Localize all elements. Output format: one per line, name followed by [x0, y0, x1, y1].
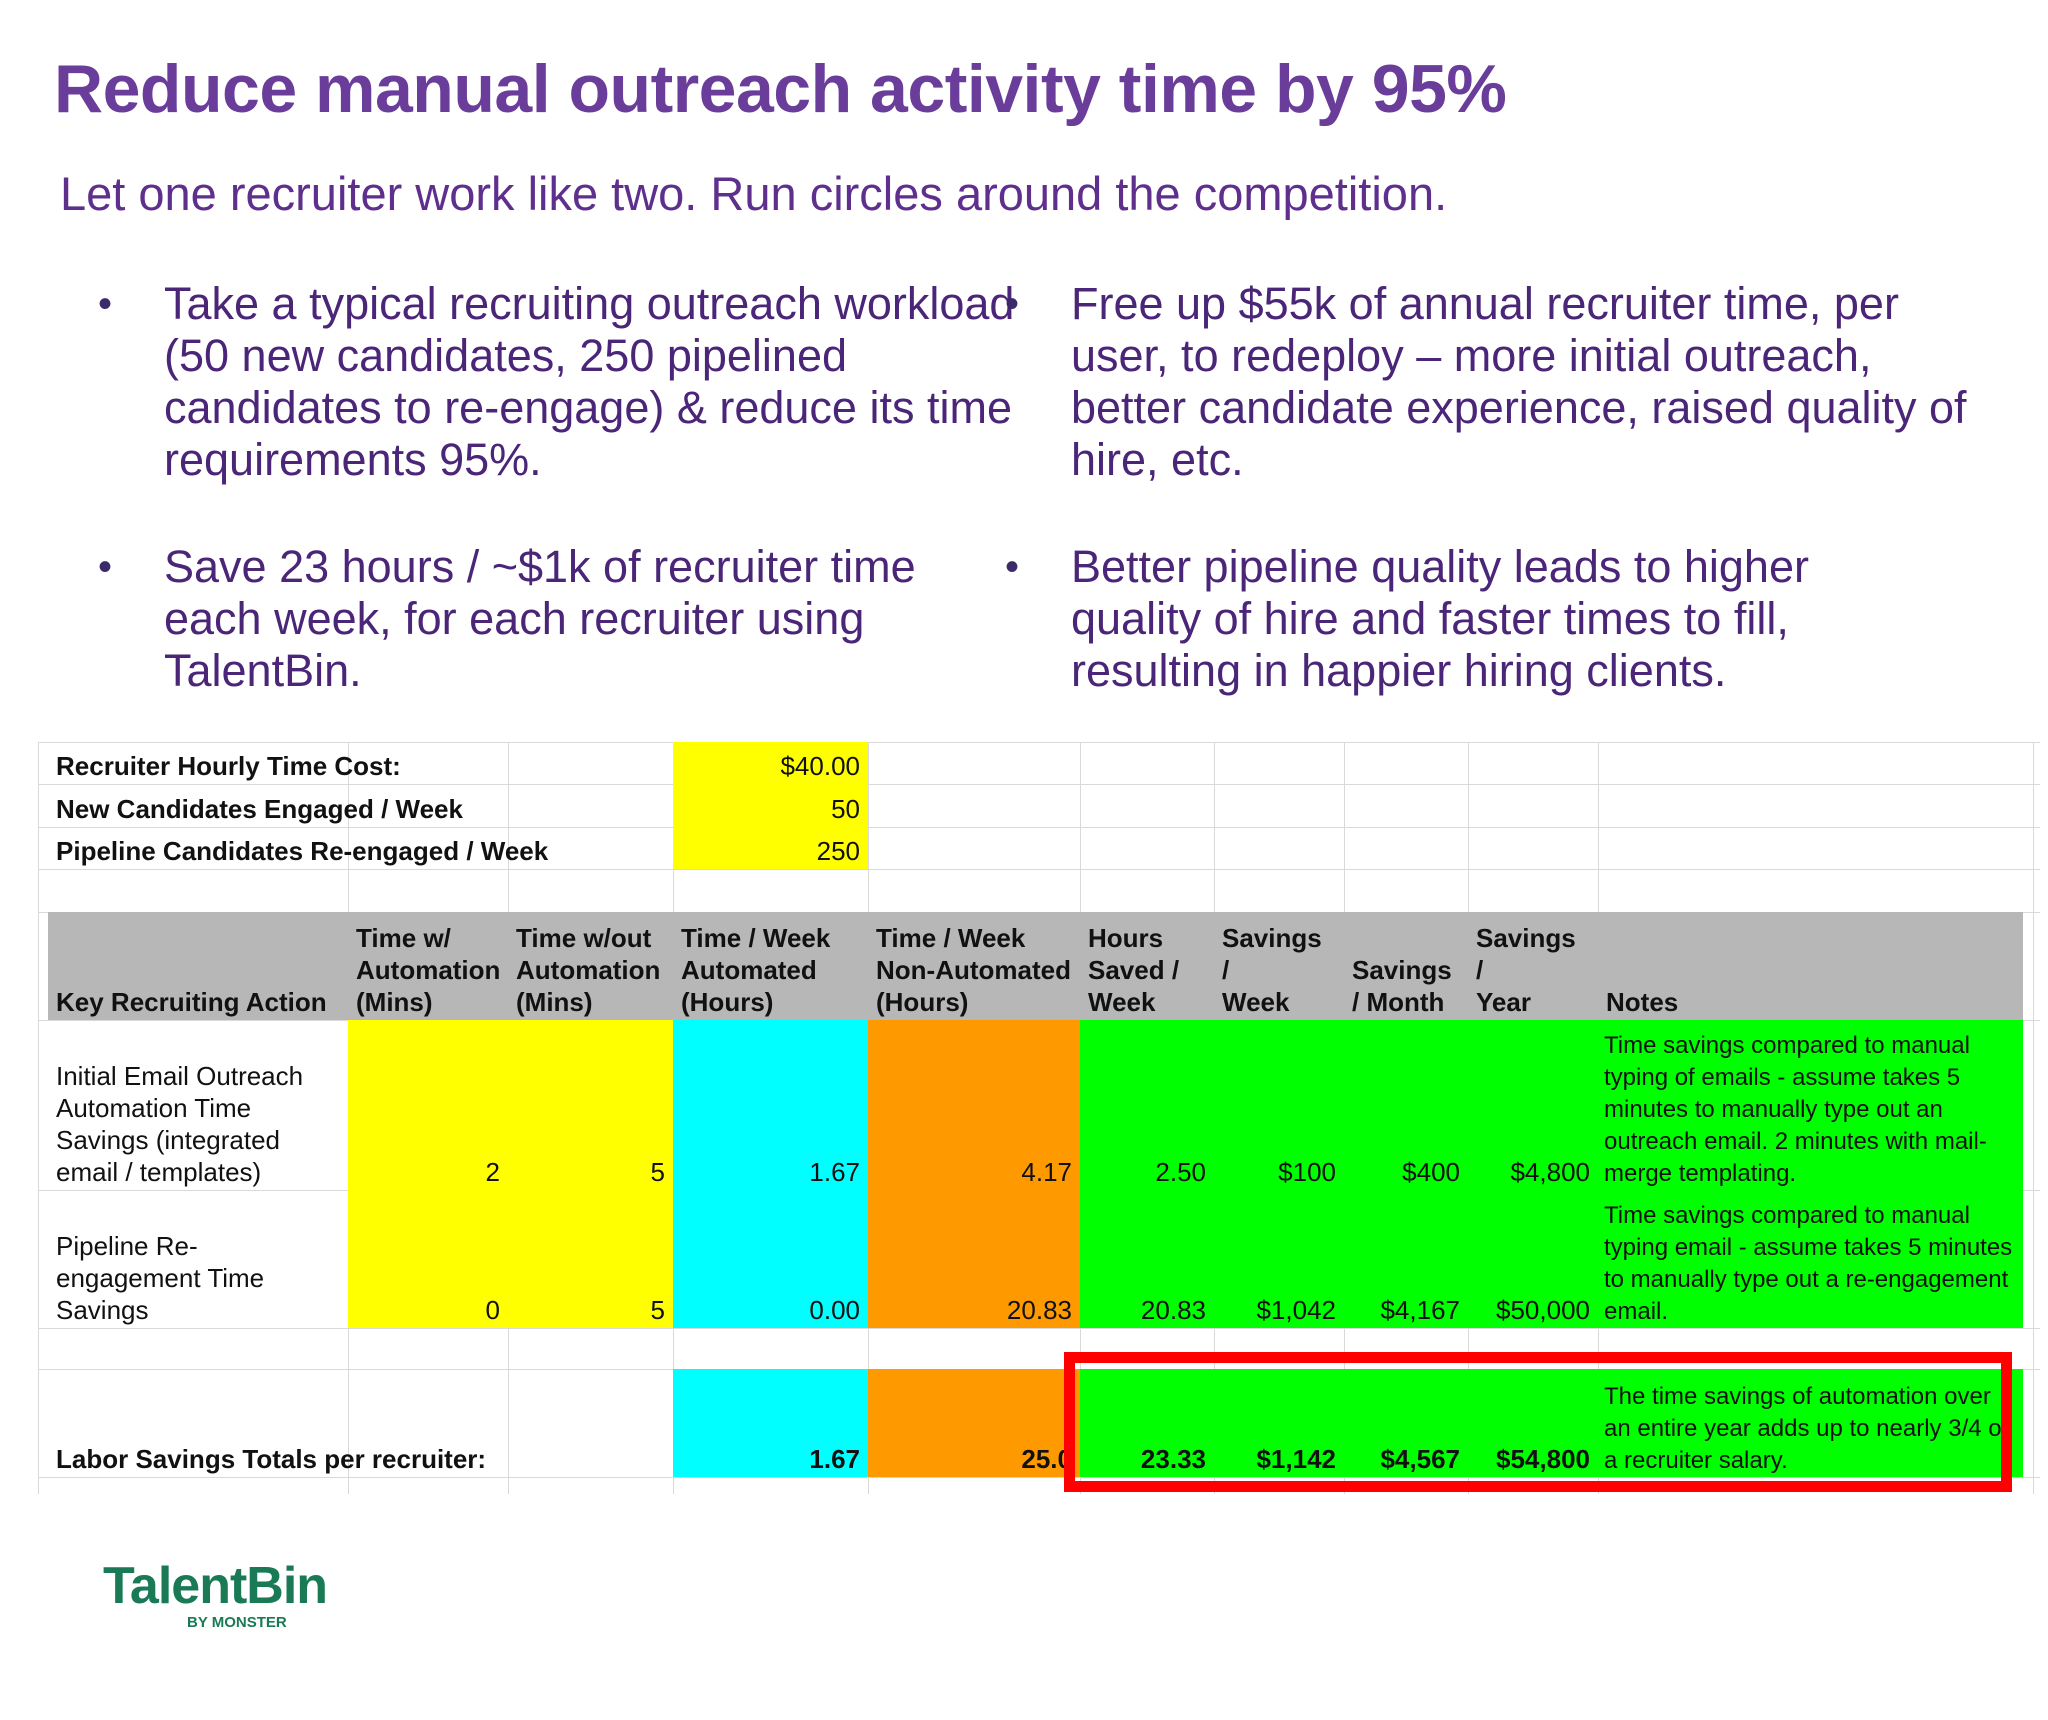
cell-time-without-automation: 5: [508, 1020, 673, 1190]
header-savings-month: Savings / Month: [1344, 912, 1468, 1020]
totals-highlight-box: [1064, 1352, 2012, 1492]
bullet-item: • Better pipeline quality leads to highe…: [1071, 541, 1931, 697]
header-time-with-automation: Time w/Automation (Mins): [348, 912, 508, 1020]
total-week-automated: 1.67: [673, 1369, 868, 1477]
logo-brand-text: TalentBin: [103, 1556, 327, 1616]
logo-sub-text: BY MONSTER: [187, 1614, 287, 1631]
slide-title: Reduce manual outreach activity time by …: [54, 50, 1506, 128]
cell-hours-saved: 20.83: [1080, 1190, 1214, 1328]
bullet-text: Take a typical recruiting outreach workl…: [164, 278, 1054, 486]
header-week-non-automated: Time / Week Non-Automated (Hours): [868, 912, 1080, 1020]
bullet-text: Better pipeline quality leads to higher …: [1071, 541, 1931, 697]
cell-hours-saved: 2.50: [1080, 1020, 1214, 1190]
cell-savings-week: $100: [1214, 1020, 1344, 1190]
cell-notes: Time savings compared to manual typing e…: [1598, 1190, 2023, 1328]
input-value: $40.00: [673, 742, 868, 784]
header-notes: Notes: [1598, 912, 2023, 1020]
cell-time-with-automation: 0: [348, 1190, 508, 1328]
cell-savings-month: $4,167: [1344, 1190, 1468, 1328]
input-label: New Candidates Engaged / Week: [48, 784, 668, 827]
input-value: 250: [673, 827, 868, 869]
bullet-dot-icon: •: [1005, 541, 1019, 593]
row-action-label: Initial Email Outreach Automation Time S…: [48, 1020, 348, 1190]
input-label: Pipeline Candidates Re-engaged / Week: [48, 827, 668, 869]
header-savings-week: Savings / Week: [1214, 912, 1344, 1020]
total-week-non-automated: 25.0: [868, 1369, 1080, 1477]
bullet-text: Free up $55k of annual recruiter time, p…: [1071, 278, 1971, 486]
cell-week-non-automated: 4.17: [868, 1020, 1080, 1190]
bullet-item: • Take a typical recruiting outreach wor…: [164, 278, 1054, 486]
bullet-text: Save 23 hours / ~$1k of recruiter time e…: [164, 541, 984, 697]
bullet-dot-icon: •: [98, 278, 112, 330]
header-action: Key Recruiting Action: [48, 912, 348, 1020]
bullet-dot-icon: •: [1005, 278, 1019, 330]
header-hours-saved: Hours Saved / Week: [1080, 912, 1214, 1020]
cell-savings-week: $1,042: [1214, 1190, 1344, 1328]
cell-savings-month: $400: [1344, 1020, 1468, 1190]
cell-savings-year: $50,000: [1468, 1190, 1598, 1328]
header-savings-year: Savings / Year: [1468, 912, 1598, 1020]
bullet-item: • Save 23 hours / ~$1k of recruiter time…: [164, 541, 984, 697]
talentbin-logo: TalentBin BY MONSTER: [103, 1556, 327, 1616]
cell-savings-year: $4,800: [1468, 1020, 1598, 1190]
cell-week-automated: 1.67: [673, 1020, 868, 1190]
cell-time-with-automation: 2: [348, 1020, 508, 1190]
cell-notes: Time savings compared to manual typing o…: [1598, 1020, 2023, 1190]
cell-time-without-automation: 5: [508, 1190, 673, 1328]
bullet-item: • Free up $55k of annual recruiter time,…: [1071, 278, 1971, 486]
totals-label: Labor Savings Totals per recruiter:: [48, 1369, 668, 1477]
slide-subtitle: Let one recruiter work like two. Run cir…: [60, 166, 1447, 221]
cell-week-automated: 0.00: [673, 1190, 868, 1328]
bullet-dot-icon: •: [98, 541, 112, 593]
header-week-automated: Time / Week Automated (Hours): [673, 912, 868, 1020]
cell-week-non-automated: 20.83: [868, 1190, 1080, 1328]
input-label: Recruiter Hourly Time Cost:: [48, 742, 668, 784]
input-value: 50: [673, 784, 868, 827]
header-time-without-automation: Time w/out Automation (Mins): [508, 912, 673, 1020]
row-action-label: Pipeline Re-engagement Time Savings: [48, 1190, 348, 1328]
